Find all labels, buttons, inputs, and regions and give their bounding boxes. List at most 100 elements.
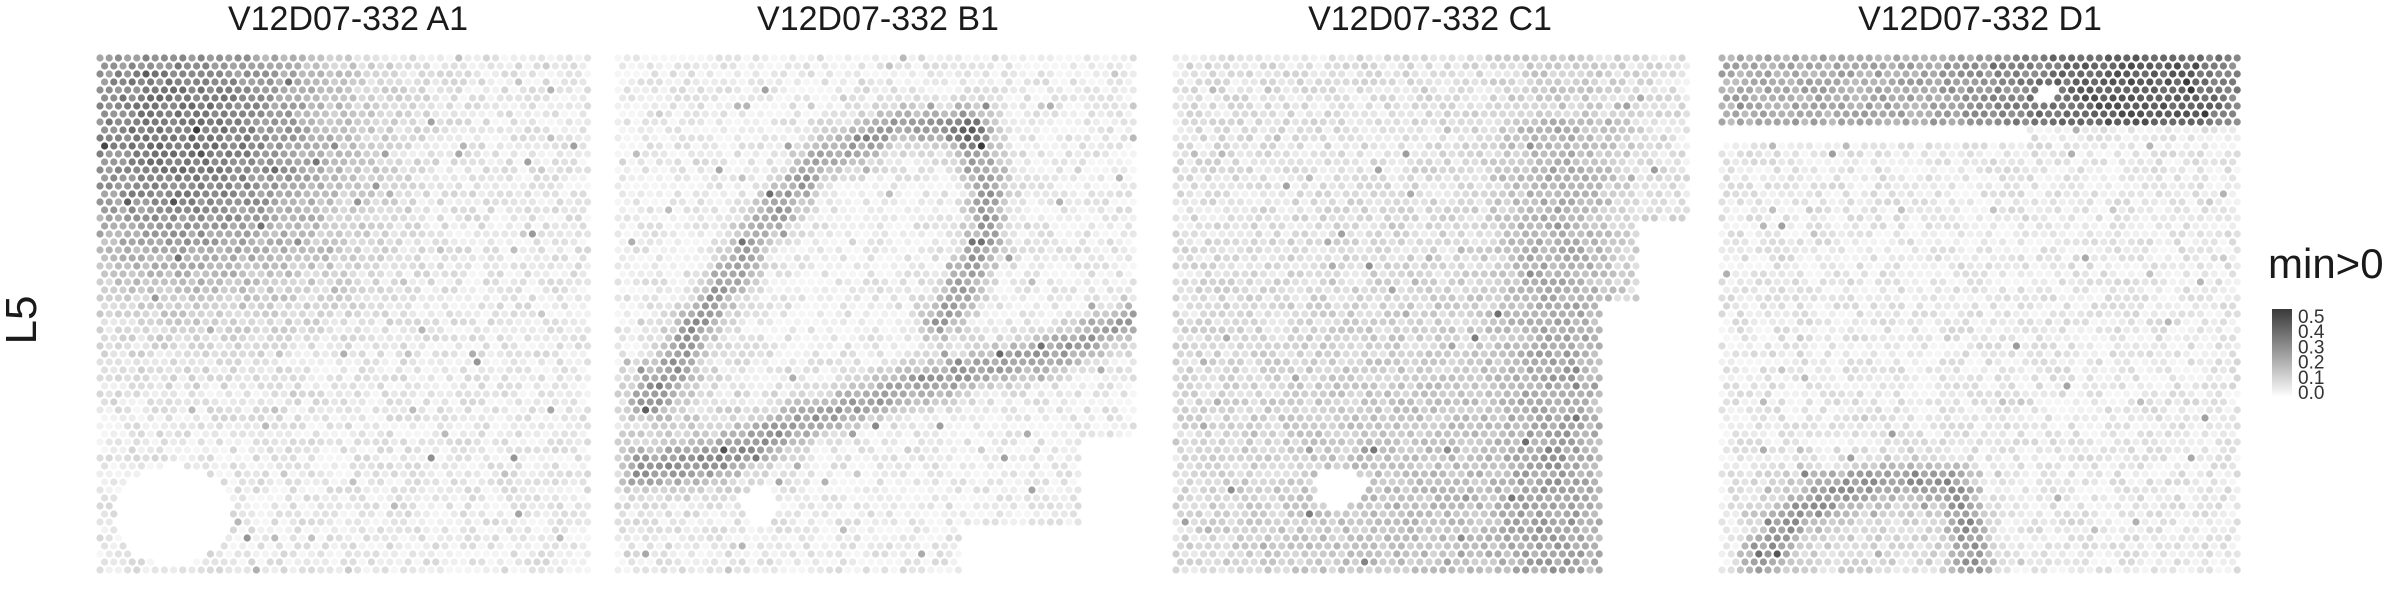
spot — [160, 118, 168, 126]
spot — [570, 94, 578, 102]
spot — [1060, 126, 1068, 134]
spot — [1083, 262, 1091, 270]
spot — [775, 222, 783, 230]
spot — [317, 534, 325, 542]
spot — [789, 150, 797, 158]
spot — [770, 86, 779, 94]
spot — [715, 182, 723, 190]
spot — [349, 126, 357, 134]
spot — [446, 166, 454, 174]
spot — [747, 158, 756, 166]
spot — [160, 566, 168, 574]
spot — [409, 518, 417, 526]
spot — [473, 422, 481, 430]
spot — [248, 462, 256, 470]
spot — [271, 86, 279, 94]
spot — [646, 158, 654, 166]
spot — [110, 254, 118, 262]
spot — [862, 150, 871, 158]
spot — [446, 390, 454, 398]
spot — [358, 142, 366, 150]
spot — [614, 278, 622, 286]
spot — [505, 414, 513, 422]
spot — [156, 206, 164, 214]
spot — [936, 246, 944, 254]
spot — [174, 414, 182, 422]
spot — [706, 262, 714, 270]
spot — [243, 294, 251, 302]
spot — [904, 94, 912, 102]
spot — [303, 174, 311, 182]
spot — [220, 350, 228, 358]
spot — [124, 150, 132, 158]
spot — [381, 246, 389, 254]
spot — [142, 262, 150, 270]
spot — [377, 478, 385, 486]
spot — [156, 254, 164, 262]
spot — [487, 318, 495, 326]
spot — [734, 86, 742, 94]
spot — [482, 310, 490, 318]
spot — [372, 310, 380, 318]
spot — [197, 54, 205, 62]
spot — [964, 230, 972, 238]
spot — [170, 118, 178, 126]
spot — [473, 166, 481, 174]
spot — [105, 422, 113, 430]
spot — [160, 230, 168, 238]
spot — [574, 422, 583, 430]
spot — [446, 454, 454, 462]
spot — [390, 86, 398, 94]
spot — [876, 222, 884, 230]
spot — [487, 350, 495, 358]
spot — [524, 254, 532, 262]
spot — [367, 254, 375, 262]
spot — [381, 262, 389, 270]
spot — [1051, 190, 1059, 198]
spot — [1010, 262, 1018, 270]
spot — [579, 414, 587, 422]
spot — [128, 238, 136, 246]
spot — [501, 550, 509, 558]
spot — [363, 358, 371, 366]
spot — [137, 174, 145, 182]
spot — [899, 278, 907, 286]
spot — [542, 158, 550, 166]
spot — [243, 358, 251, 366]
spot — [441, 126, 449, 134]
spot — [510, 166, 518, 174]
spot — [918, 70, 926, 78]
spot — [124, 310, 132, 318]
spot — [170, 214, 178, 222]
spot — [697, 150, 705, 158]
spot — [844, 198, 852, 206]
spot — [455, 518, 463, 526]
spot — [515, 126, 523, 134]
spot — [436, 214, 444, 222]
spot — [977, 238, 986, 246]
spot — [170, 454, 178, 462]
spot — [179, 230, 187, 238]
spot — [849, 158, 857, 166]
spot — [632, 134, 641, 142]
spot — [561, 62, 569, 70]
spot — [275, 238, 283, 246]
spot — [789, 214, 797, 222]
spot — [908, 198, 917, 206]
spot — [1097, 238, 1105, 246]
spot — [298, 358, 306, 366]
spot — [669, 198, 677, 206]
spot — [501, 70, 509, 78]
spot — [252, 502, 260, 510]
spot — [1079, 238, 1087, 246]
spot — [766, 190, 774, 198]
spot — [354, 470, 362, 478]
spot — [174, 222, 182, 230]
spot — [455, 550, 463, 558]
spot — [584, 150, 592, 158]
spot — [538, 134, 546, 142]
spot — [137, 62, 145, 70]
spot — [904, 142, 912, 150]
spot — [570, 206, 578, 214]
spot — [257, 94, 265, 102]
